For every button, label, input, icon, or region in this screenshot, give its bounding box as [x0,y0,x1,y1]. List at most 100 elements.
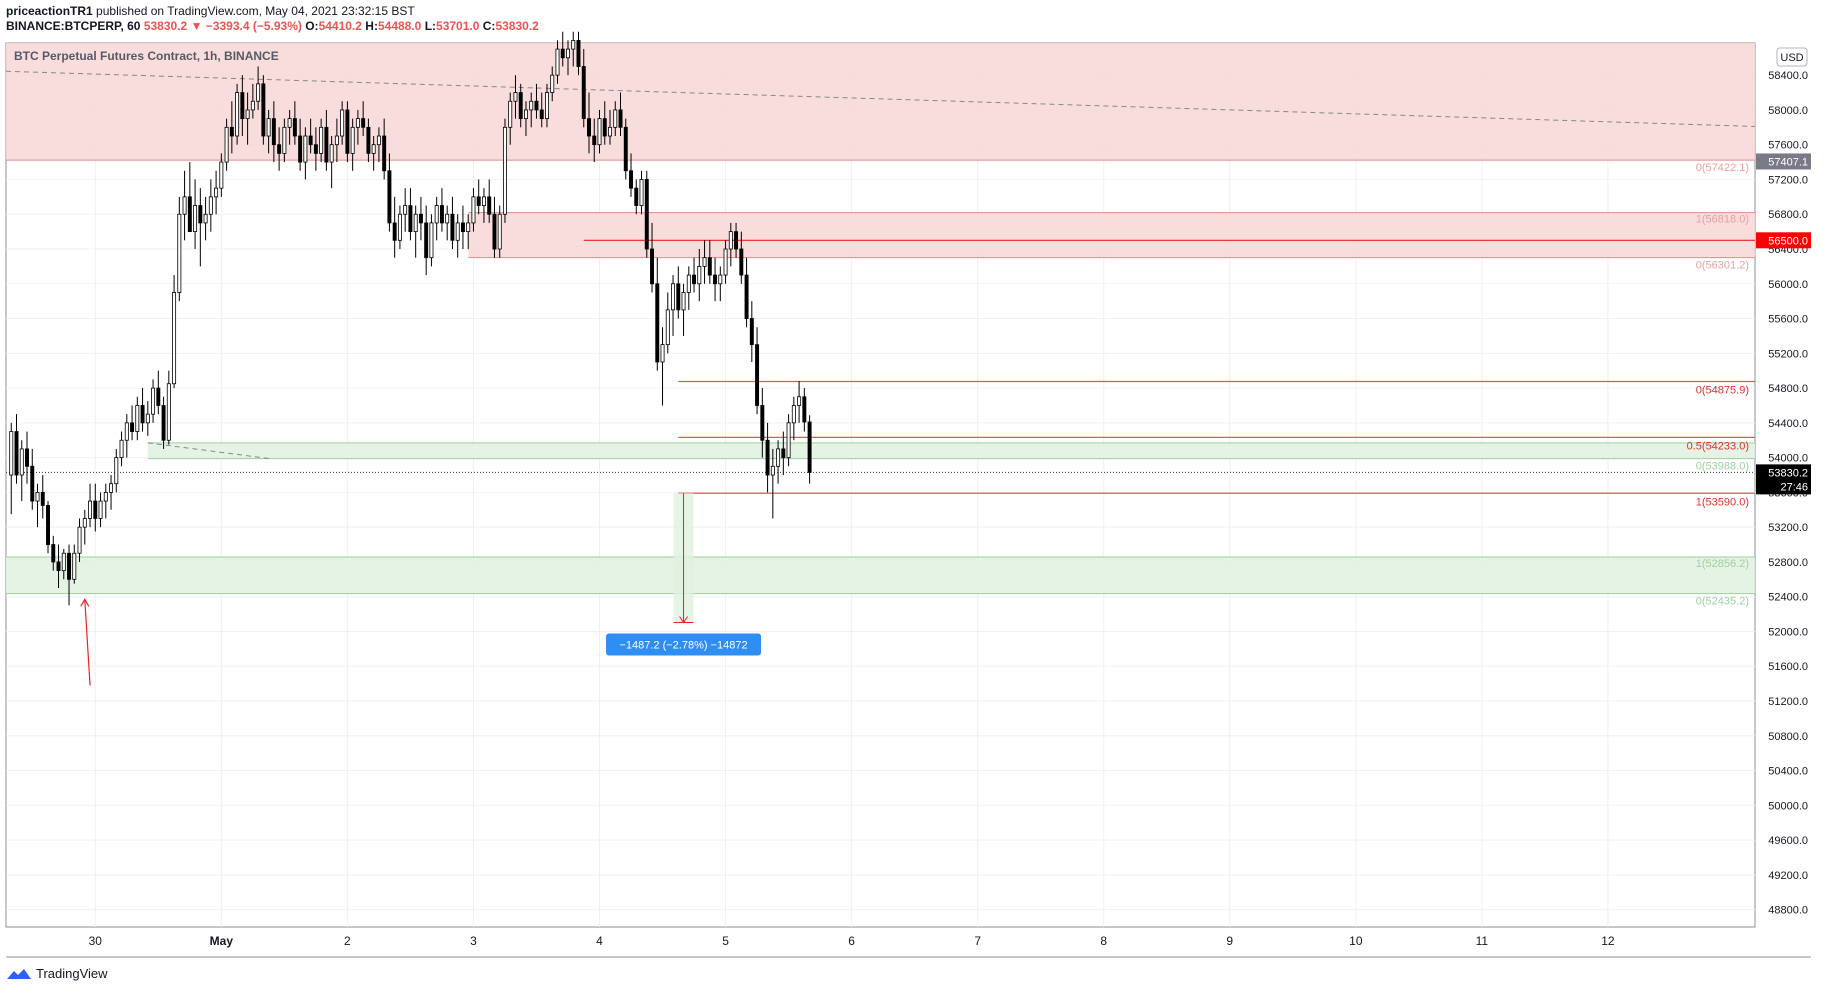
x-tick-label: 6 [848,934,855,948]
author-name[interactable]: priceactionTR1 [6,4,93,18]
zone-label-low: 0(56301.2) [1696,260,1749,272]
y-tick-label: 49600.0 [1768,835,1808,847]
candle-body [166,383,171,441]
candle-body [445,213,450,224]
candle-body [261,83,266,137]
candle-body [161,405,166,441]
candle-body [802,396,807,423]
y-tick-label: 51200.0 [1768,696,1808,708]
candle-body [807,421,812,473]
candle-body [371,144,376,154]
candle-body [329,144,334,163]
candle-body [334,135,339,146]
x-tick-label: 8 [1100,934,1107,948]
candle-body [382,135,387,172]
zone-rect [6,557,1755,594]
candle-body [376,135,381,146]
candle-body [424,222,429,259]
x-tick-label: May [210,934,234,948]
currency-button [1776,47,1808,67]
zone-rect [6,43,1755,161]
x-tick-label: 10 [1349,934,1363,948]
candle-body [61,552,66,572]
candle-body [566,48,570,59]
candle-body [686,274,691,293]
zone-label-low: 0(57422.1) [1696,162,1749,174]
candle-body [313,144,318,154]
x-tick-label: 7 [974,934,981,948]
candle-body [235,92,240,137]
candle-body [224,126,229,163]
level-label: 1(53590.0) [1696,496,1749,508]
measure-box [606,633,762,656]
candle-body [298,135,303,163]
candle-body [229,126,234,137]
candle-body [439,205,444,224]
y-tick-label: 58400.0 [1768,70,1808,82]
y-tick-label: 54000.0 [1768,453,1808,465]
candle-body [702,257,707,267]
price-tag [1756,232,1811,249]
candle-body [523,109,528,120]
candle-body [576,39,581,67]
candle-body [14,431,19,476]
candle-body [208,196,213,215]
candle-body [770,465,775,476]
candle-body [734,231,739,250]
candle-body [51,544,56,563]
price-tag [1756,464,1811,495]
price-tag-label: 56500.0 [1768,235,1808,247]
candle-body [739,248,744,276]
candle-body [198,205,203,224]
candle-body [98,500,103,519]
footer-brand[interactable]: TradingView [36,966,108,981]
x-tick-label: 3 [470,934,477,948]
y-tick-label: 52000.0 [1768,626,1808,638]
candle-body [56,561,61,572]
close-value: 53830.2 [495,19,539,33]
candle-body [182,196,187,215]
zone-label-low: 0(52435.2) [1696,596,1749,608]
down-triangle-icon: ▼ [190,19,203,33]
candle-body [650,248,655,285]
arrow-head-icon [80,598,90,607]
candle-body [193,205,198,233]
candle-body [88,500,93,519]
candle-body [749,318,754,346]
x-tick-label: 5 [722,934,729,948]
candle-body [130,422,135,432]
candle-body [602,118,607,137]
candle-body [471,196,476,224]
candle-body [545,92,549,120]
candle-body [560,48,565,59]
y-tick-label: 56800.0 [1768,209,1808,221]
price-tag [1756,153,1811,170]
level-label: 0.5(54233.0) [1687,440,1749,452]
candle-body [434,205,439,224]
candle-body [277,144,282,154]
trend-line [5,70,1756,127]
candle-body [93,500,98,519]
candle-body [67,552,72,580]
tradingview-logo-icon [7,968,31,979]
candle-body [629,170,633,189]
candle-body [282,126,287,154]
y-tick-label: 57600.0 [1768,140,1808,152]
zone-label-high: 1(52856.2) [1696,558,1749,570]
price-chart[interactable]: 0(57422.1) 1(56818.0) 0(56301.2) 0(53988.0)… [0,0,1828,960]
y-tick-label: 48800.0 [1768,905,1808,917]
candle-body [639,179,644,206]
candle-body [355,118,360,128]
high-value: 54488.0 [377,19,422,33]
x-tick-label: 11 [1476,934,1489,948]
candle-body [476,196,481,206]
candle-body [135,405,140,432]
candle-body [256,83,261,102]
candle-body [292,118,297,137]
chart-header: priceactionTR1 published on TradingView.… [6,4,539,34]
candle-body [513,92,518,102]
candle-body [124,422,129,441]
level-label: 0(54875.9) [1696,384,1749,396]
candle-body [518,92,523,120]
candle-body [308,135,313,146]
